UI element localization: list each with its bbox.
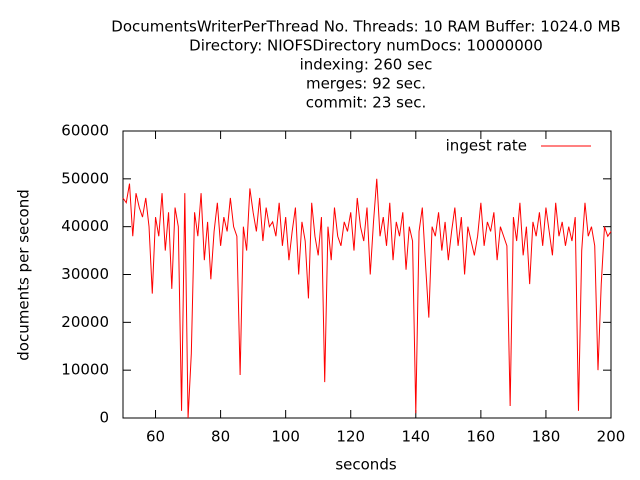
x-axis-label: seconds xyxy=(335,456,396,474)
y-tick-label: 60000 xyxy=(61,122,109,140)
x-tick-label: 160 xyxy=(467,428,496,446)
x-tick-label: 80 xyxy=(211,428,230,446)
title: DocumentsWriterPerThread No. Threads: 10… xyxy=(111,18,620,112)
x-tick-label: 100 xyxy=(271,428,300,446)
legend-label: ingest rate xyxy=(446,137,527,155)
title-line: DocumentsWriterPerThread No. Threads: 10… xyxy=(111,18,620,36)
y-tick-label: 40000 xyxy=(61,217,109,235)
y-tick-label: 30000 xyxy=(61,265,109,283)
plot-frame xyxy=(122,130,612,419)
x-tick-label: 180 xyxy=(532,428,561,446)
y-tick-label: 50000 xyxy=(61,169,109,187)
title-line: indexing: 260 sec xyxy=(300,56,433,74)
title-line: merges: 92 sec. xyxy=(306,75,426,93)
y-tick-label: 10000 xyxy=(61,361,109,379)
y-axis-label: documents per second xyxy=(15,189,33,360)
x-tick-label: 60 xyxy=(146,428,165,446)
x-tick-label: 120 xyxy=(336,428,365,446)
x-tick-label: 140 xyxy=(401,428,430,446)
title-line: Directory: NIOFSDirectory numDocs: 10000… xyxy=(189,37,543,55)
x-tick-label: 200 xyxy=(597,428,626,446)
title-line: commit: 23 sec. xyxy=(306,94,426,112)
y-tick-label: 0 xyxy=(99,409,109,427)
line-series xyxy=(122,178,612,419)
y-tick-label: 20000 xyxy=(61,313,109,331)
